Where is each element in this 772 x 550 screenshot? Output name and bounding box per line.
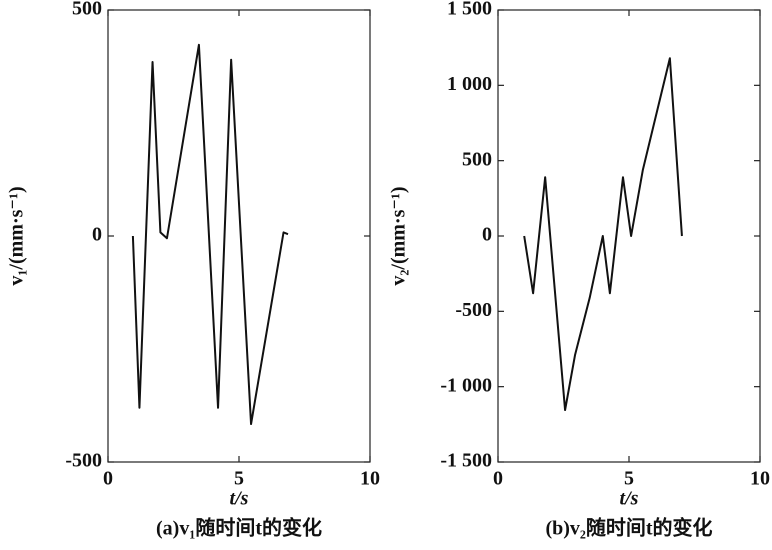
y-tick-label: 500: [462, 148, 492, 170]
plot-frame: [107, 9, 371, 463]
y-tick-label: 1 000: [447, 73, 492, 95]
y-tick-label: -1 000: [440, 374, 492, 396]
x-tick-label: 5: [624, 468, 634, 490]
y-axis-label: v₂/(mm·s⁻¹): [388, 186, 410, 285]
y-axis-label: v₁/(mm·s⁻¹): [6, 186, 28, 285]
y-tick-label: 1 500: [447, 0, 492, 20]
y-tick-label: -1 500: [440, 450, 492, 472]
y-tick-label: 500: [72, 0, 102, 20]
plot-frame: [497, 9, 761, 463]
caption: (a)v₁随时间t的变化: [156, 516, 322, 540]
x-tick-label: 10: [750, 468, 770, 490]
x-tick-label: 5: [234, 468, 244, 490]
x-tick-label: 0: [493, 468, 503, 490]
y-tick-label: 0: [92, 224, 102, 246]
x-tick-label: 0: [103, 468, 113, 490]
y-tick-label: -500: [455, 299, 492, 321]
y-tick-label: 0: [482, 224, 492, 246]
x-axis-label: t/s: [620, 488, 639, 510]
x-axis-label: t/s: [230, 488, 249, 510]
data-line: [523, 57, 683, 412]
caption: (b)v₂随时间t的变化: [545, 516, 712, 540]
data-line: [131, 43, 289, 426]
x-tick-label: 10: [360, 468, 380, 490]
y-tick-label: -500: [65, 450, 102, 472]
